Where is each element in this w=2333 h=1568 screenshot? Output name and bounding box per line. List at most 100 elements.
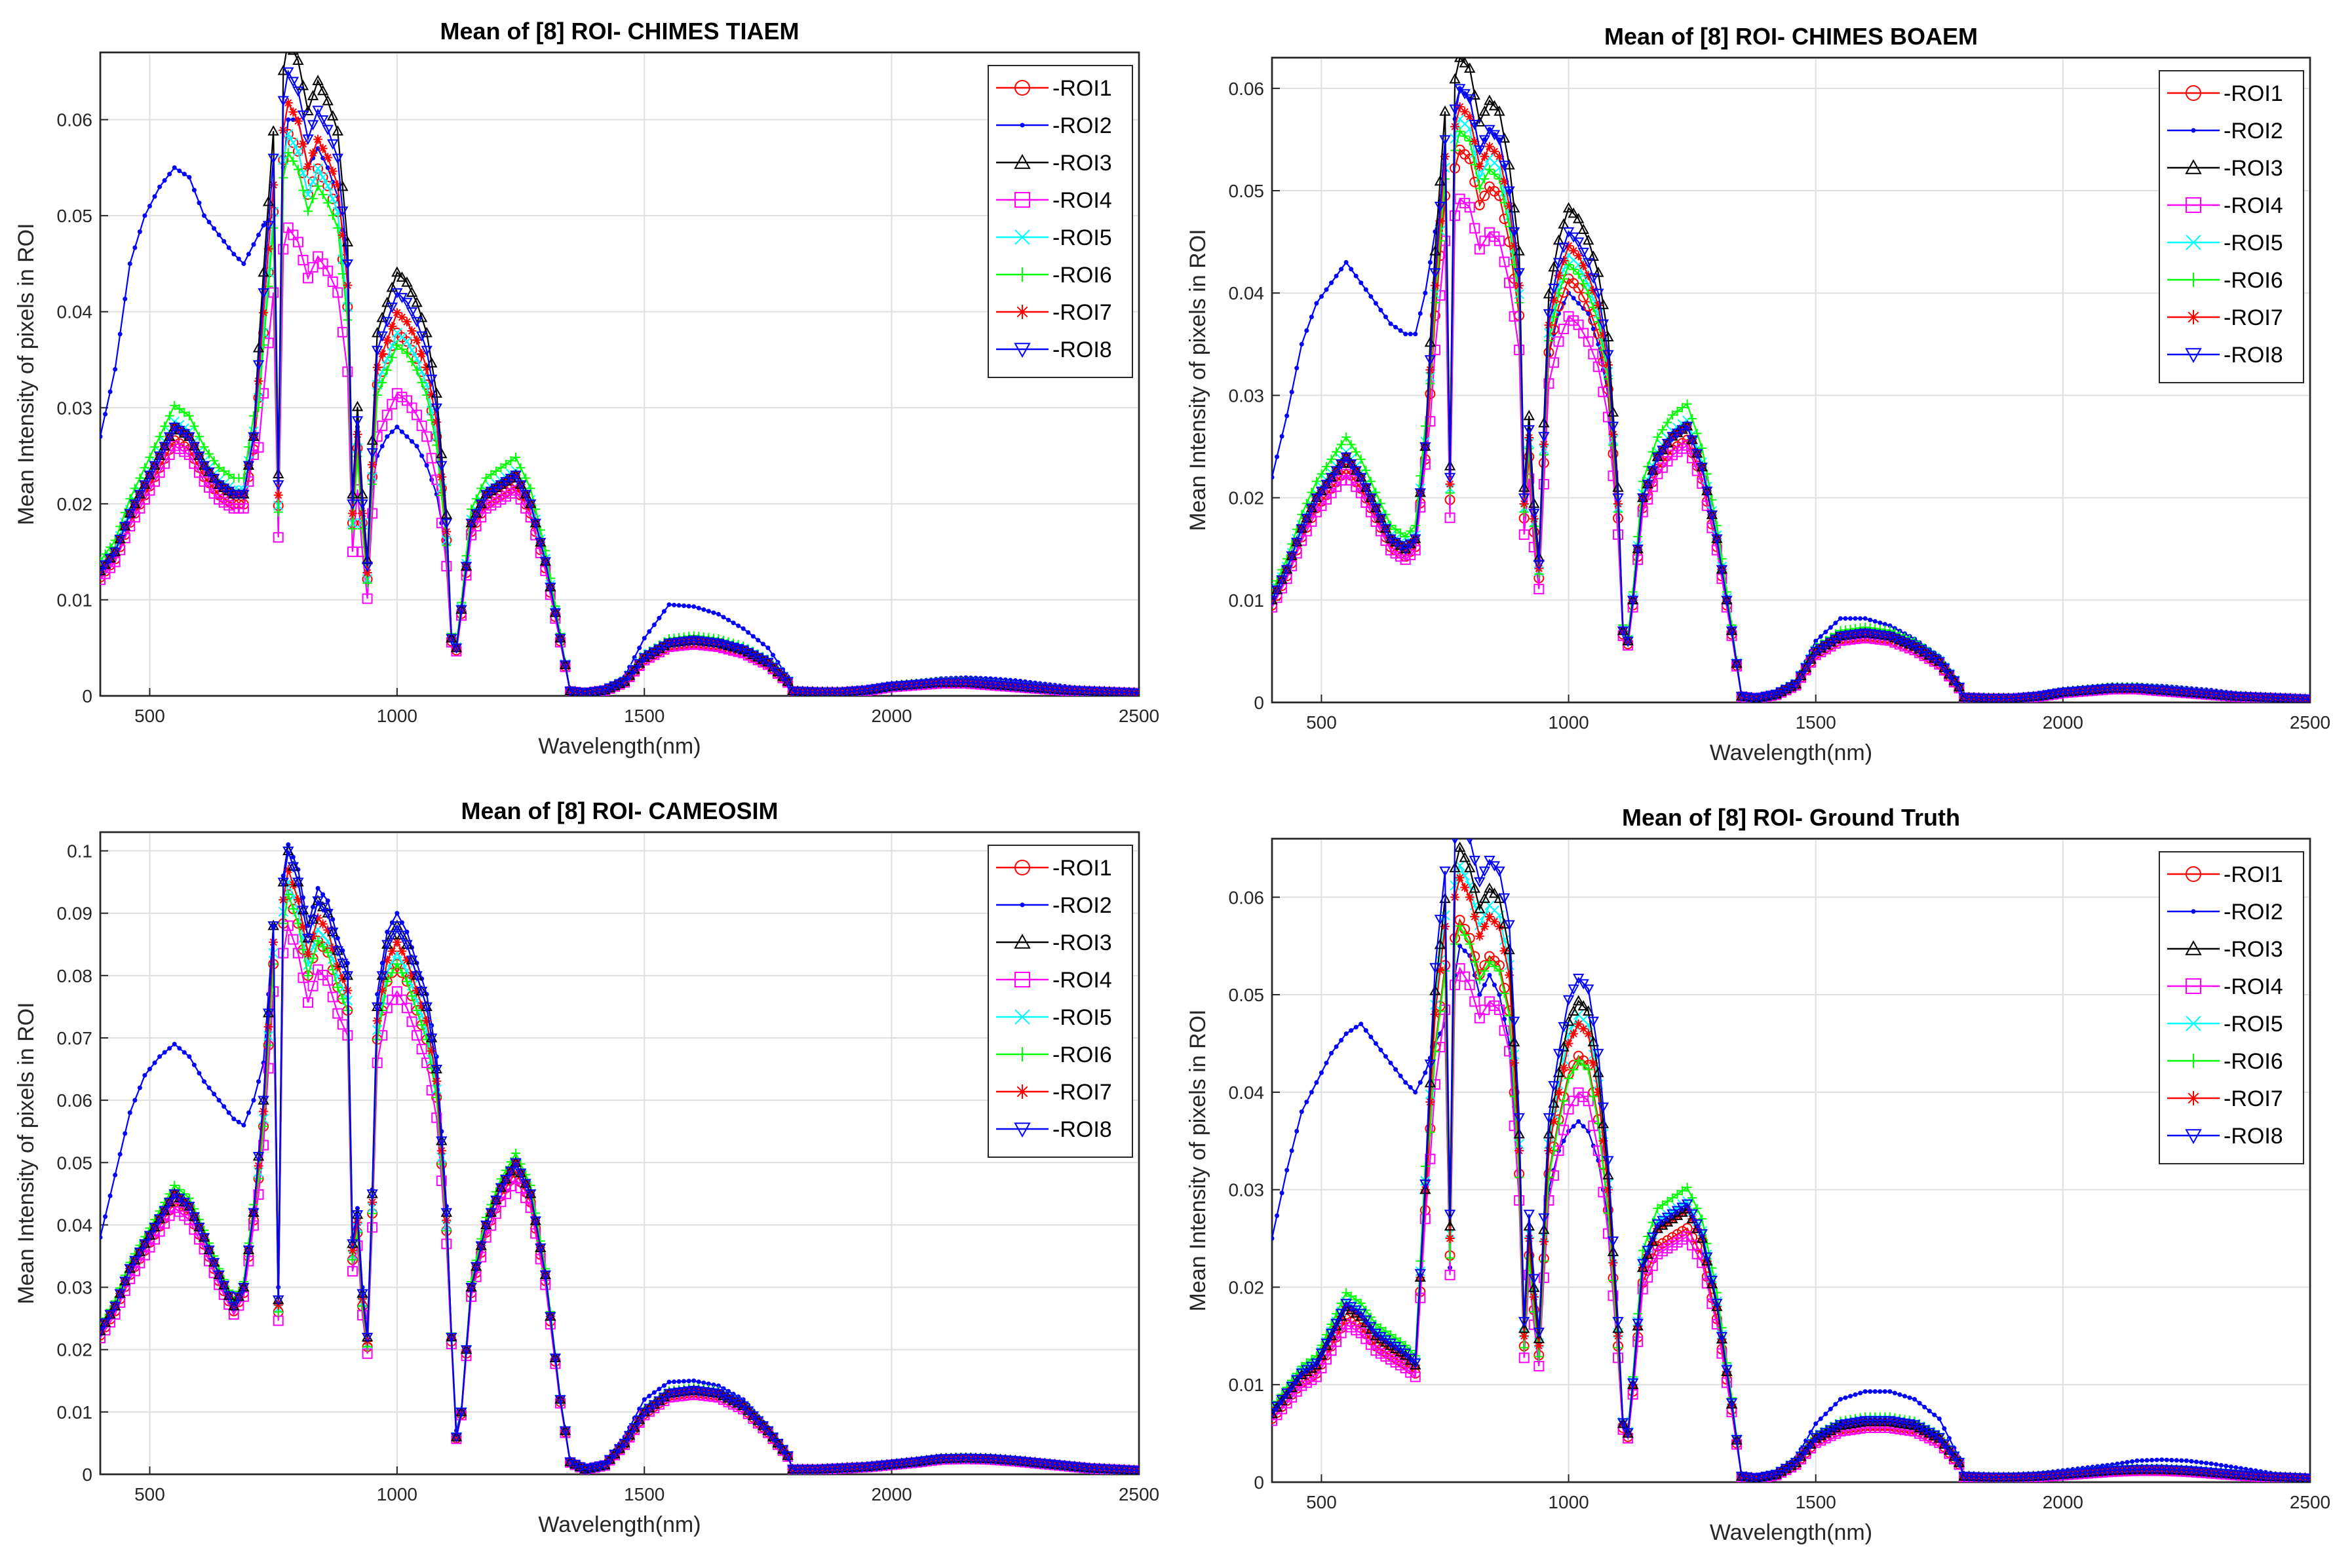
data-point	[1663, 417, 1672, 427]
data-point	[1356, 454, 1366, 464]
data-point	[628, 665, 640, 676]
data-point	[355, 1206, 360, 1211]
data-point	[1543, 309, 1555, 320]
data-point	[298, 254, 309, 265]
data-point	[1360, 483, 1372, 494]
data-point	[422, 1016, 432, 1025]
data-point	[1647, 466, 1659, 477]
data-point	[124, 508, 136, 520]
data-point	[401, 297, 413, 309]
data-point	[1887, 623, 1893, 628]
data-point	[1953, 682, 1965, 693]
data-point	[644, 650, 655, 661]
legend-item: -ROI2	[996, 113, 1112, 138]
data-point	[287, 52, 299, 55]
data-point	[1475, 161, 1484, 171]
data-point	[1519, 507, 1529, 517]
data-point	[559, 660, 571, 671]
data-point	[119, 522, 131, 533]
data-point	[1484, 124, 1495, 136]
data-point	[425, 374, 438, 385]
data-point	[1434, 201, 1446, 212]
data-point	[765, 645, 771, 651]
data-point	[1882, 622, 1887, 627]
data-point	[297, 79, 309, 90]
data-point	[726, 617, 731, 622]
data-point	[178, 429, 191, 440]
data-point	[160, 421, 170, 431]
data-point	[736, 623, 741, 628]
data-point	[308, 953, 318, 963]
data-point	[1591, 326, 1596, 332]
legend-label: -ROI4	[1052, 188, 1112, 213]
data-point	[1696, 463, 1708, 473]
data-point	[222, 1104, 227, 1109]
x-tick-label: 2000	[871, 706, 912, 726]
data-point	[1538, 479, 1549, 490]
data-point	[164, 411, 174, 421]
data-point	[1858, 616, 1863, 621]
data-point	[1499, 198, 1509, 208]
data-point	[1349, 267, 1354, 272]
data-point	[1370, 503, 1382, 514]
series-roi8	[100, 67, 1139, 696]
data-point	[1478, 135, 1491, 146]
data-point	[1518, 493, 1530, 504]
data-point	[1301, 514, 1313, 524]
data-point	[706, 609, 711, 614]
data-point	[412, 335, 422, 345]
data-point	[1430, 280, 1440, 290]
data-point	[288, 880, 298, 890]
data-point	[1569, 246, 1579, 256]
data-point	[1587, 273, 1599, 284]
data-point	[385, 434, 390, 439]
data-point	[421, 345, 433, 356]
data-point	[191, 187, 197, 193]
data-point	[431, 1112, 442, 1123]
data-point	[495, 480, 507, 491]
data-point	[162, 1050, 167, 1055]
y-tick-label: 0.09	[57, 904, 93, 924]
data-point	[1404, 539, 1416, 550]
data-point	[1427, 259, 1433, 265]
data-point	[1454, 84, 1466, 94]
data-point	[1701, 486, 1713, 497]
data-point	[1820, 640, 1832, 651]
data-point	[123, 1131, 128, 1136]
data-point	[241, 261, 246, 266]
data-point	[1872, 619, 1878, 624]
data-point	[1554, 271, 1564, 280]
data-point	[117, 1152, 123, 1157]
y-tick-label: 0	[82, 1464, 92, 1485]
data-point	[187, 175, 192, 180]
data-point	[465, 518, 477, 529]
data-point	[412, 1030, 423, 1041]
data-point	[530, 1228, 541, 1239]
data-point	[358, 508, 368, 518]
data-point	[152, 194, 157, 199]
data-point	[197, 1071, 202, 1076]
data-point	[298, 922, 308, 932]
data-point	[658, 641, 670, 652]
data-point	[273, 490, 283, 500]
data-point	[1572, 212, 1585, 223]
data-point	[1862, 616, 1868, 621]
data-point	[1686, 435, 1698, 446]
data-point	[1519, 499, 1529, 508]
data-point	[180, 408, 189, 417]
data-point	[752, 653, 764, 664]
data-point	[287, 77, 299, 88]
data-point	[303, 162, 313, 172]
data-point	[397, 344, 407, 354]
data-point	[288, 107, 298, 117]
data-point	[157, 184, 163, 189]
data-point	[387, 968, 397, 978]
data-point	[327, 110, 339, 121]
data-point	[1589, 286, 1598, 296]
data-point	[1480, 174, 1490, 184]
data-point	[647, 629, 652, 634]
legend-label: -ROI6	[1052, 263, 1112, 288]
data-point	[222, 239, 227, 244]
data-point	[1726, 626, 1738, 637]
data-point	[238, 503, 249, 514]
